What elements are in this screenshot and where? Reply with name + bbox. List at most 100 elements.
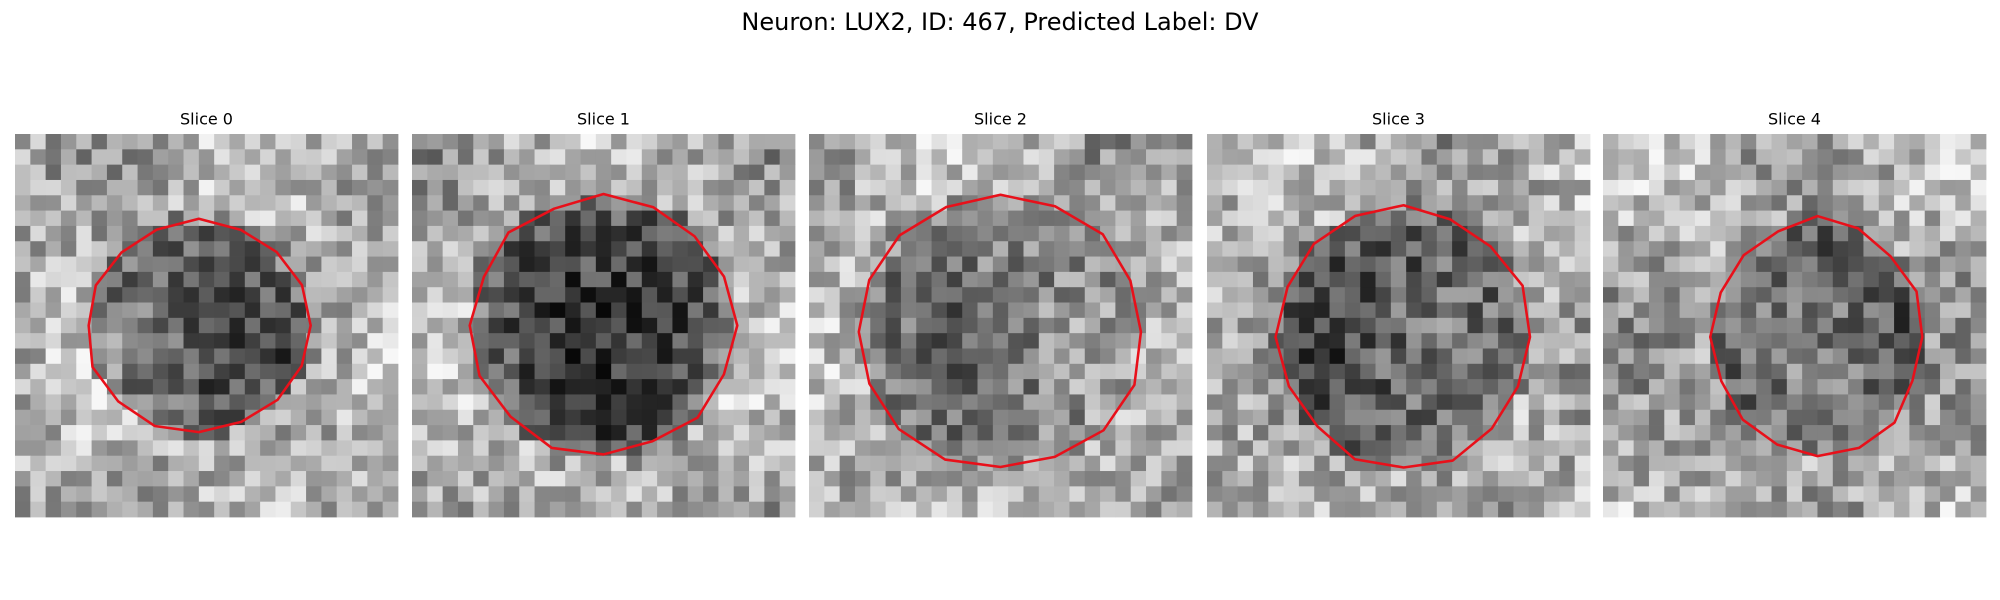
pixel: [367, 501, 384, 518]
pixel: [946, 455, 963, 472]
pixel: [1176, 241, 1193, 257]
pixel: [1452, 471, 1468, 487]
pixel: [352, 302, 368, 319]
pixel: [1528, 179, 1545, 196]
pixel: [15, 425, 31, 441]
pixel: [1544, 425, 1560, 441]
pixel: [1894, 302, 1910, 319]
pixel: [1756, 256, 1772, 273]
pixel: [1452, 210, 1468, 227]
pixel: [1222, 302, 1239, 319]
pixel: [946, 425, 963, 441]
pixel: [916, 195, 932, 211]
pixel: [1344, 425, 1361, 441]
pixel: [549, 134, 566, 150]
pixel: [931, 317, 948, 334]
pixel: [779, 425, 796, 441]
pixel: [1314, 348, 1330, 365]
pixel: [152, 241, 169, 257]
pixel: [946, 164, 963, 181]
pixel: [1360, 486, 1376, 503]
pixel: [1054, 271, 1070, 288]
pixel: [809, 348, 825, 365]
pixel: [1452, 195, 1468, 211]
pixel: [1664, 287, 1680, 303]
pixel: [137, 149, 154, 166]
pixel: [1498, 302, 1514, 319]
pixel: [1100, 241, 1116, 257]
pixel: [1344, 302, 1361, 319]
pixel: [427, 348, 444, 365]
pixel: [1498, 379, 1514, 395]
pixel: [1390, 363, 1407, 380]
pixel: [1023, 210, 1040, 227]
pixel: [321, 455, 338, 472]
pixel: [1648, 225, 1665, 242]
pixel: [214, 471, 230, 487]
pixel: [1559, 256, 1576, 273]
pixel: [106, 195, 123, 211]
pixel: [1283, 195, 1300, 211]
pixel: [641, 179, 658, 196]
pixel: [1740, 195, 1757, 211]
pixel: [1406, 149, 1422, 166]
pixel: [1375, 195, 1392, 211]
pixel: [1559, 149, 1576, 166]
pixel: [1069, 287, 1086, 303]
pixel: [809, 164, 825, 181]
pixel: [733, 348, 750, 365]
pixel: [1817, 363, 1834, 380]
pixel: [1878, 134, 1895, 150]
pixel: [183, 455, 200, 472]
pixel: [1421, 164, 1438, 181]
pixel: [1421, 195, 1438, 211]
pixel: [122, 363, 138, 380]
pixel: [565, 455, 581, 472]
pixel: [854, 256, 871, 273]
pixel: [352, 425, 368, 441]
pixel: [992, 195, 1009, 211]
pixel: [183, 409, 200, 426]
pixel: [1863, 271, 1880, 288]
pixel: [1482, 164, 1499, 181]
pixel: [457, 440, 474, 457]
pixel: [977, 425, 994, 441]
pixel: [1252, 164, 1269, 181]
pixel: [1252, 195, 1269, 211]
pixel: [1771, 195, 1788, 211]
pixel: [1467, 210, 1484, 227]
pixel: [1482, 134, 1499, 150]
pixel: [962, 149, 978, 166]
pixel: [152, 348, 169, 365]
pixel: [321, 149, 338, 166]
pixel: [1648, 425, 1665, 441]
pixel: [1559, 409, 1576, 426]
pixel: [473, 164, 489, 181]
pixel: [488, 317, 505, 334]
pixel: [503, 486, 520, 503]
pixel: [1207, 455, 1223, 472]
pixel: [687, 379, 704, 395]
pixel: [1390, 486, 1407, 503]
pixel: [1878, 440, 1895, 457]
pixel: [1207, 425, 1223, 441]
pixel: [1054, 195, 1070, 211]
pixel: [1207, 210, 1223, 227]
pixel: [1008, 440, 1024, 457]
pixel: [427, 195, 444, 211]
pixel: [1559, 287, 1576, 303]
pixel: [382, 348, 399, 365]
pixel: [1390, 440, 1407, 457]
pixel: [672, 363, 689, 380]
pixel: [1023, 363, 1040, 380]
pixel: [1955, 471, 1972, 487]
pixel: [809, 425, 825, 441]
pixel: [457, 287, 474, 303]
pixel: [260, 486, 276, 503]
pixel: [183, 471, 200, 487]
pixel: [1023, 149, 1040, 166]
pixel: [900, 501, 917, 518]
pixel: [519, 179, 535, 196]
pixel: [1664, 241, 1680, 257]
pixel: [1618, 379, 1635, 395]
